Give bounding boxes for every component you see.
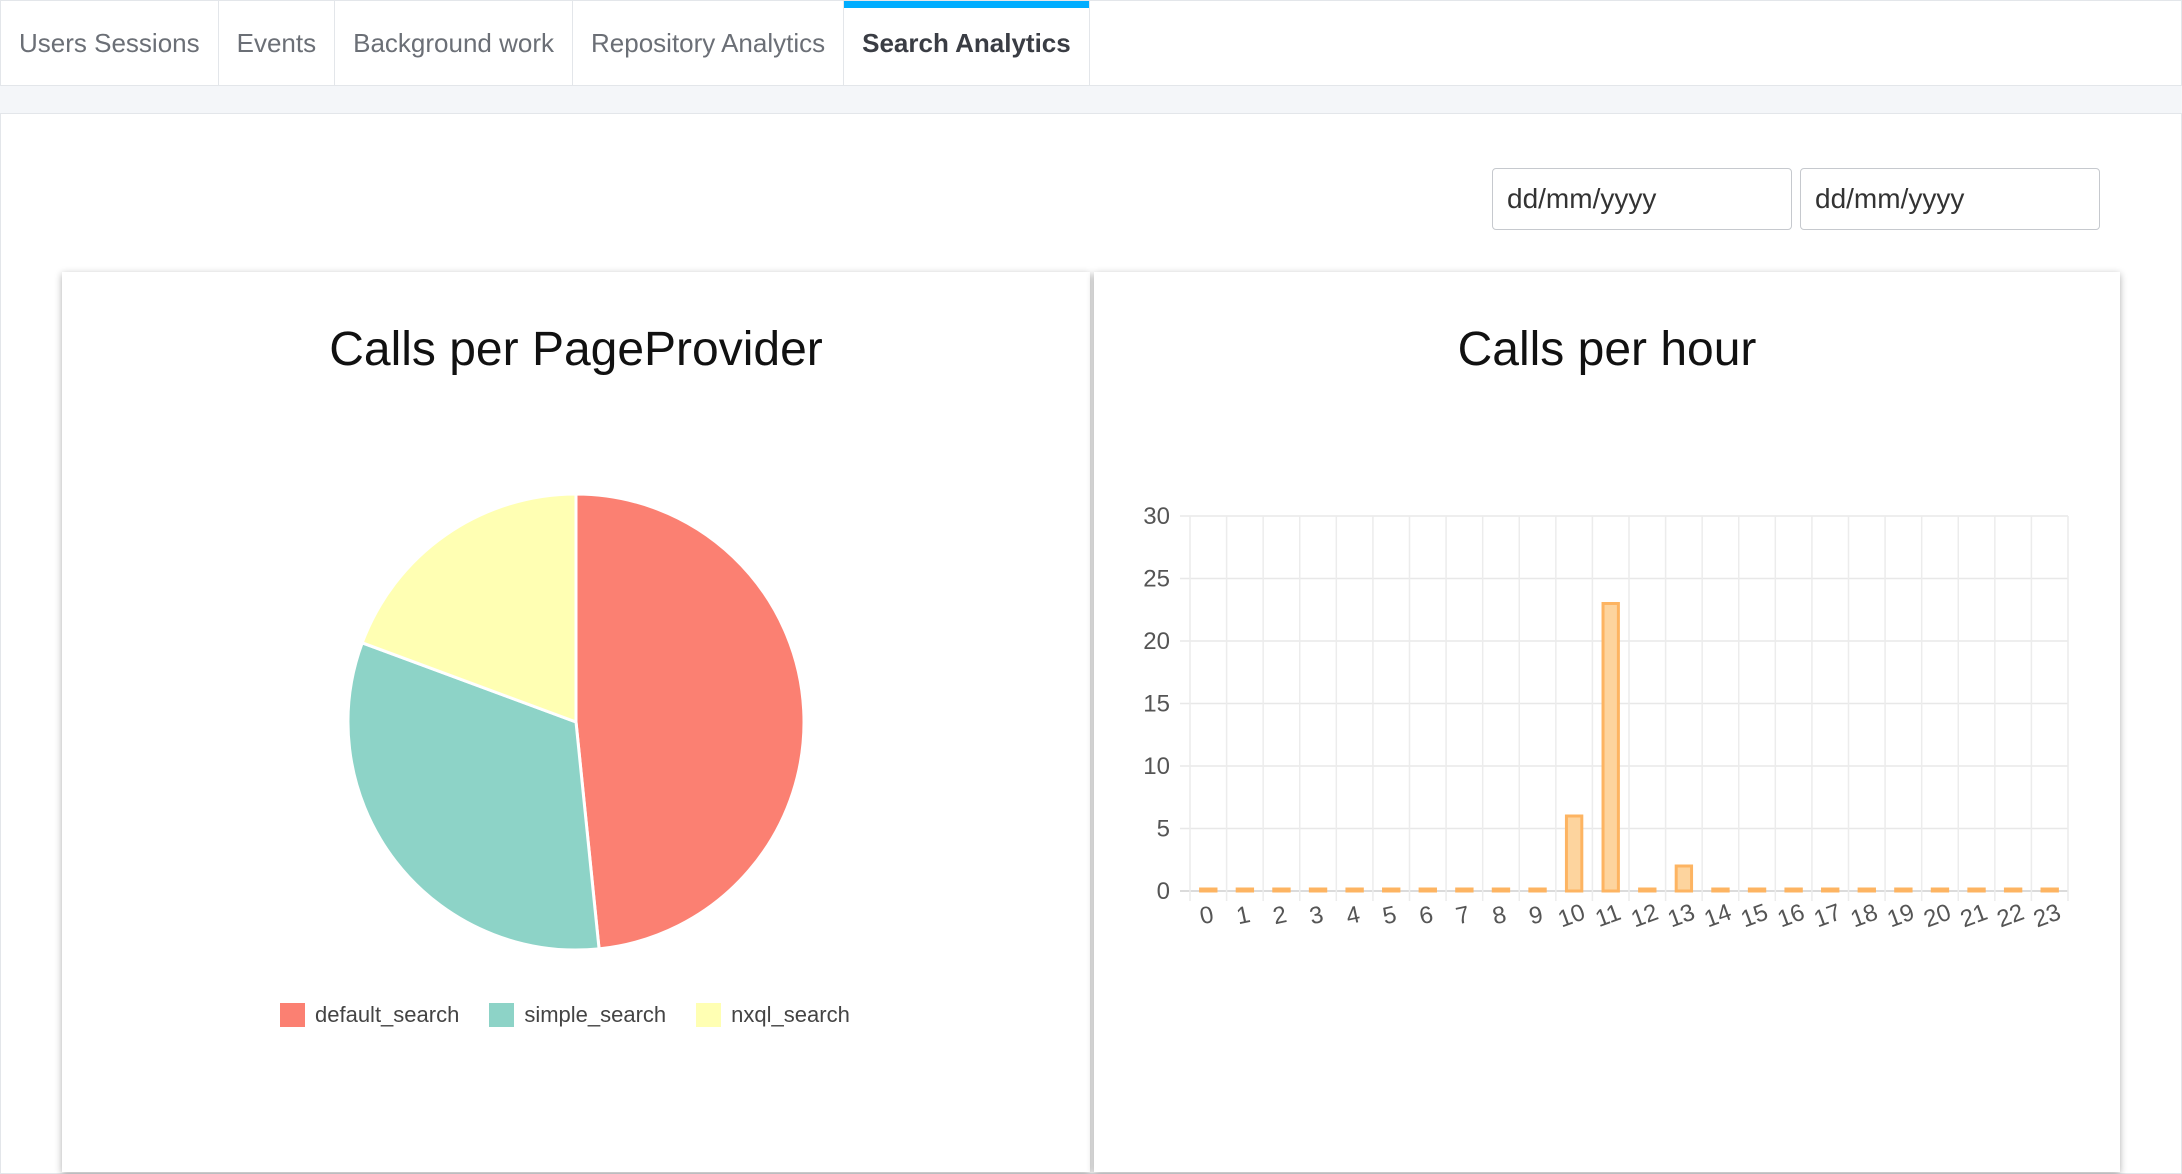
bar-hour-14 xyxy=(1711,887,1730,893)
x-tick-label: 12 xyxy=(1628,899,1662,934)
x-tick-label: 15 xyxy=(1737,899,1771,934)
x-tick-label: 14 xyxy=(1701,899,1735,934)
y-tick-label: 5 xyxy=(1157,816,1170,843)
x-tick-label: 21 xyxy=(1957,899,1991,934)
bar-hour-3 xyxy=(1308,887,1328,893)
pie-chart-title: Calls per PageProvider xyxy=(329,323,823,376)
tab-repository-analytics[interactable]: Repository Analytics xyxy=(573,1,845,85)
bar-hour-9 xyxy=(1528,887,1547,893)
bar-hour-7 xyxy=(1455,887,1474,893)
tab-bar: Users Sessions Events Background work Re… xyxy=(0,0,2182,86)
bar-hour-22 xyxy=(2003,887,2023,893)
legend-label: default_search xyxy=(315,1002,460,1027)
x-tick-label: 6 xyxy=(1417,901,1436,930)
legend-item-simple_search[interactable]: simple_search xyxy=(489,1002,666,1028)
tab-events[interactable]: Events xyxy=(219,1,336,85)
bar-hour-5 xyxy=(1382,887,1401,893)
x-tick-label: 3 xyxy=(1307,901,1326,930)
x-tick-label: 16 xyxy=(1774,899,1808,934)
end-date-input[interactable] xyxy=(1800,168,2100,230)
bar-hour-23 xyxy=(2040,887,2059,893)
bar-hour-8 xyxy=(1491,887,1511,893)
tab-background-work[interactable]: Background work xyxy=(335,1,574,85)
x-tick-label: 22 xyxy=(1993,899,2027,934)
bar-hour-6 xyxy=(1418,887,1437,893)
x-tick-label: 13 xyxy=(1664,899,1698,934)
x-tick-label: 11 xyxy=(1592,899,1625,933)
x-tick-label: 17 xyxy=(1810,899,1844,934)
bar-hour-11 xyxy=(1601,602,1620,893)
bar-hour-19 xyxy=(1894,887,1913,893)
bar-hour-20 xyxy=(1930,887,1950,893)
bar-gridlines xyxy=(1180,515,2069,901)
legend-swatch xyxy=(696,1003,722,1027)
y-tick-label: 25 xyxy=(1143,566,1170,593)
y-tick-label: 30 xyxy=(1143,503,1170,530)
y-tick-label: 10 xyxy=(1143,753,1170,780)
bar-hour-15 xyxy=(1747,887,1767,893)
bar-hour-21 xyxy=(1967,887,1986,893)
x-tick-label: 2 xyxy=(1271,901,1290,930)
x-tick-label: 18 xyxy=(1847,899,1881,934)
x-tick-label: 1 xyxy=(1234,901,1253,930)
x-tick-label: 8 xyxy=(1490,901,1509,930)
bar-hour-1 xyxy=(1235,887,1255,893)
x-tick-label: 23 xyxy=(2030,899,2064,934)
bar-hour-17 xyxy=(1821,887,1840,893)
bar-hour-18 xyxy=(1857,887,1876,893)
y-tick-label: 20 xyxy=(1143,628,1170,655)
legend-swatch xyxy=(489,1003,515,1027)
legend-label: nxql_search xyxy=(731,1002,850,1027)
x-tick-label: 7 xyxy=(1453,901,1472,930)
legend-swatch xyxy=(280,1003,305,1027)
tab-search-analytics[interactable]: Search Analytics xyxy=(844,1,1090,85)
x-tick-label: 19 xyxy=(1884,899,1918,934)
tab-users-sessions[interactable]: Users Sessions xyxy=(1,1,219,85)
legend-item-default_search[interactable]: default_search xyxy=(280,1002,459,1028)
x-tick-label: 5 xyxy=(1380,901,1399,930)
bar-hour-4 xyxy=(1345,887,1364,893)
bar-chart-title: Calls per hour xyxy=(1457,323,1757,376)
bar-hour-0 xyxy=(1199,887,1218,893)
y-tick-label: 0 xyxy=(1157,878,1170,905)
y-tick-label: 15 xyxy=(1143,691,1170,718)
pie-chart-card: Calls per PageProvider xyxy=(62,272,1090,1172)
bar-hour-10 xyxy=(1564,814,1584,893)
bar-hour-16 xyxy=(1784,887,1803,893)
legend-label: simple_search xyxy=(524,1002,667,1027)
x-tick-label: 9 xyxy=(1527,901,1546,930)
x-tick-label: 20 xyxy=(1920,899,1954,934)
bar-hour-2 xyxy=(1272,887,1291,893)
legend-item-nxql_search[interactable]: nxql_search xyxy=(696,1002,850,1028)
bar-hour-12 xyxy=(1638,887,1657,893)
x-tick-label: 10 xyxy=(1554,899,1588,934)
x-tick-label: 4 xyxy=(1344,901,1363,930)
pie-legend: default_search simple_search nxql_search xyxy=(280,1002,880,1028)
start-date-input[interactable] xyxy=(1492,168,1792,230)
x-tick-label: 0 xyxy=(1197,901,1216,930)
bar-hour-13 xyxy=(1674,864,1694,893)
